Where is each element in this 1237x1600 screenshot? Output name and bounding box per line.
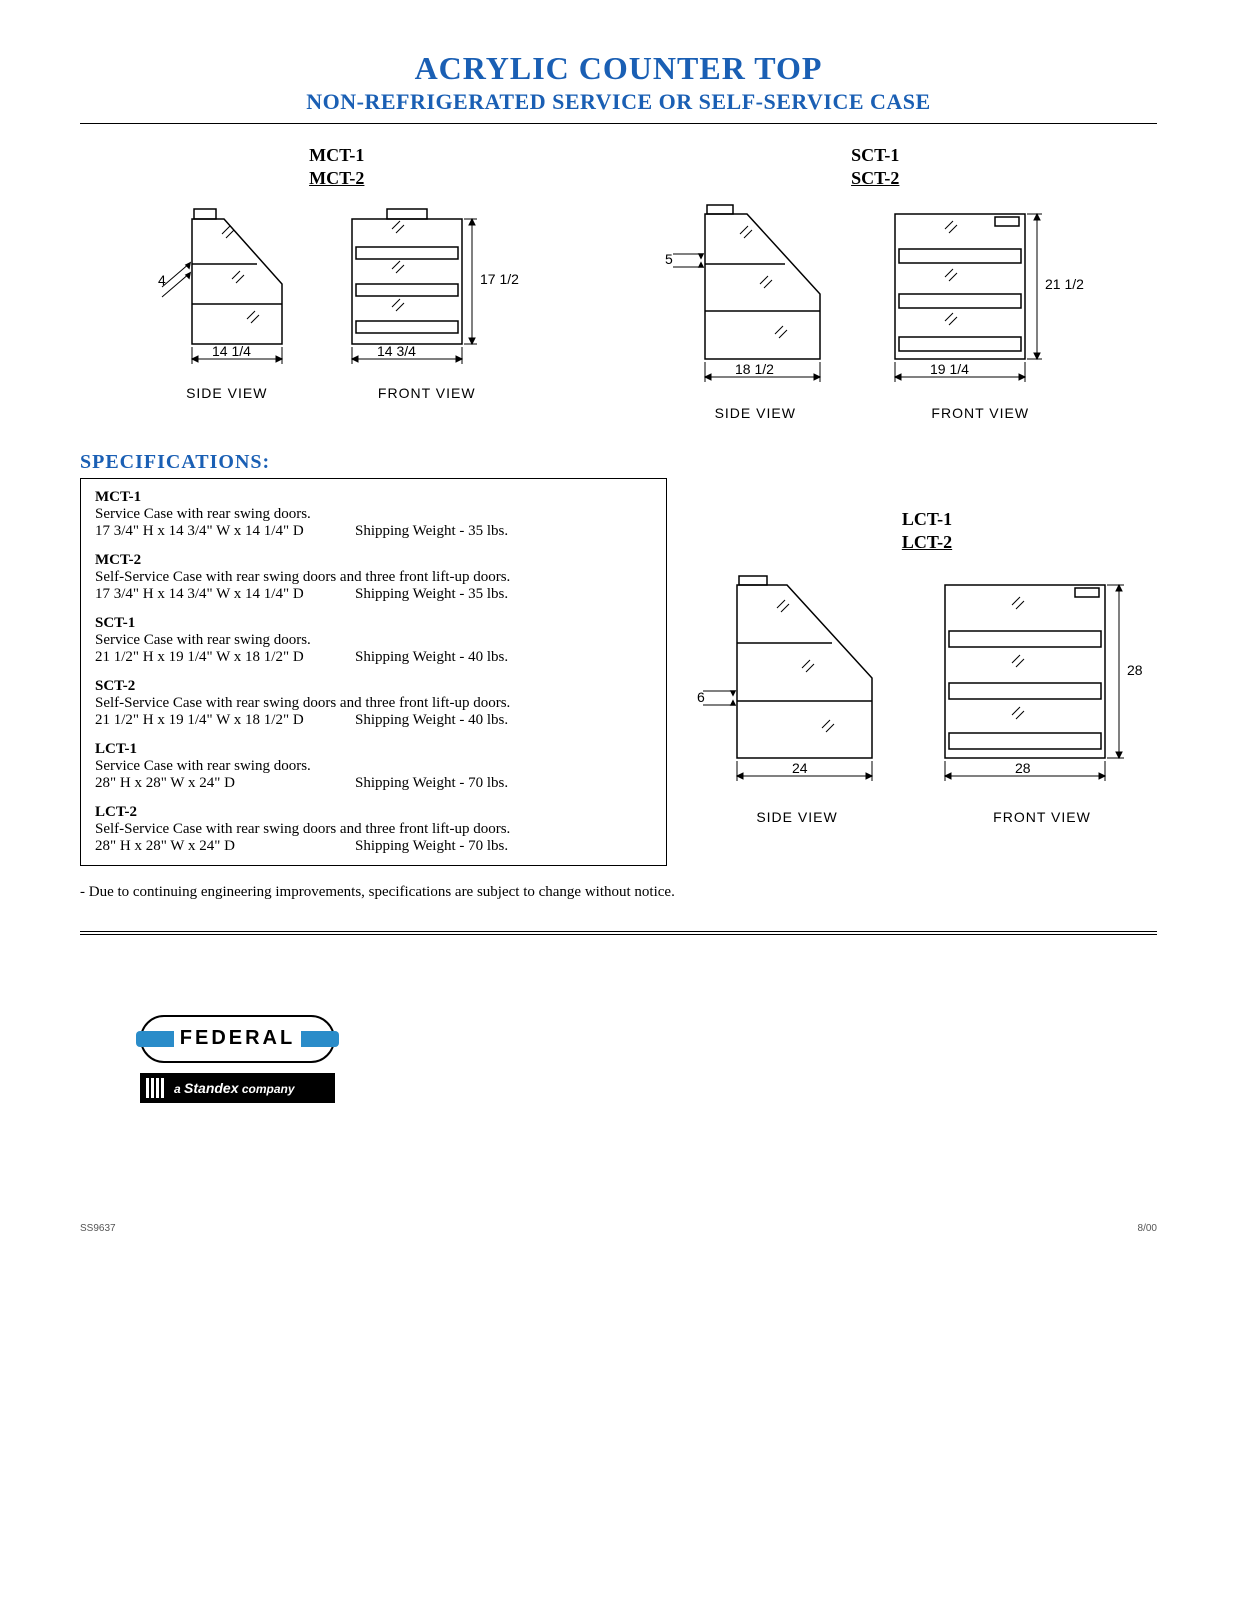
sct-front-label: FRONT VIEW <box>931 405 1029 421</box>
federal-logo-text: FEDERAL <box>174 1027 301 1050</box>
spec-box: MCT-1Service Case with rear swing doors.… <box>80 478 667 866</box>
spec-ship: Shipping Weight - 70 lbs. <box>355 838 508 855</box>
spec-dims: 28" H x 28" W x 24" D <box>95 838 355 855</box>
mct-front-svg: 17 1/2 14 3/4 <box>332 199 522 379</box>
spec-dims: 28" H x 28" W x 24" D <box>95 775 355 792</box>
spec-desc: Self-Service Case with rear swing doors … <box>95 695 652 712</box>
sct-label-2: SCT-2 <box>851 168 899 188</box>
spec-dims: 21 1/2" H x 19 1/4" W x 18 1/2" D <box>95 712 355 729</box>
lct-label-2: LCT-2 <box>902 532 952 552</box>
spec-item: LCT-1Service Case with rear swing doors.… <box>95 741 652 792</box>
mct-front-width: 14 3/4 <box>377 343 416 359</box>
mct-front-view: 17 1/2 14 3/4 FRONT VIEW <box>332 199 522 401</box>
mct-side-view: 4 14 1/4 SIDE VIEW <box>152 199 302 401</box>
spec-item: MCT-2Self-Service Case with rear swing d… <box>95 552 652 603</box>
standex-text: a Standex company <box>174 1080 295 1096</box>
lct-front-width: 28 <box>1015 760 1031 776</box>
mct-label-2: MCT-2 <box>309 168 364 188</box>
mid-section: MCT-1Service Case with rear swing doors.… <box>80 478 1157 866</box>
page-subtitle: NON-REFRIGERATED SERVICE OR SELF-SERVICE… <box>80 89 1157 115</box>
mct-height-dim: 17 1/2 <box>480 271 519 287</box>
spec-ship: Shipping Weight - 70 lbs. <box>355 775 508 792</box>
spec-item: MCT-1Service Case with rear swing doors.… <box>95 489 652 540</box>
spec-ship: Shipping Weight - 40 lbs. <box>355 649 508 666</box>
diagrams-top-row: MCT-1 MCT-2 <box>80 144 1157 421</box>
spec-model: SCT-2 <box>95 678 652 695</box>
federal-logo: FEDERAL <box>140 1015 335 1063</box>
spec-desc: Self-Service Case with rear swing doors … <box>95 569 652 586</box>
lct-labels: LCT-1 LCT-2 <box>902 508 952 555</box>
sct-front-svg: 21 1/2 19 1/4 <box>875 199 1085 399</box>
spec-dims: 21 1/2" H x 19 1/4" W x 18 1/2" D <box>95 649 355 666</box>
spec-item: SCT-1Service Case with rear swing doors.… <box>95 615 652 666</box>
spec-desc: Service Case with rear swing doors. <box>95 506 652 523</box>
change-notice: - Due to continuing engineering improvem… <box>80 884 1157 901</box>
lct-height-dim: 28 <box>1127 662 1143 678</box>
lct-label-1: LCT-1 <box>902 509 952 529</box>
sct-side-label: SIDE VIEW <box>715 405 796 421</box>
standex-logo: a Standex company <box>140 1073 335 1103</box>
header-rule <box>80 123 1157 124</box>
sct-side-view: 5 18 1/2 SIDE VIEW <box>665 199 845 421</box>
mct-front-label: FRONT VIEW <box>378 385 476 401</box>
mct-labels: MCT-1 MCT-2 <box>309 144 364 191</box>
mct-diagram-group: MCT-1 MCT-2 <box>152 144 522 421</box>
lct-front-label: FRONT VIEW <box>993 809 1091 825</box>
lct-front-view: 28 28 FRONT VIEW <box>927 573 1157 825</box>
lct-front-svg: 28 28 <box>927 573 1157 803</box>
spec-item: LCT-2Self-Service Case with rear swing d… <box>95 804 652 855</box>
spec-model: LCT-1 <box>95 741 652 758</box>
standex-prefix: a <box>174 1082 181 1096</box>
footer-left: SS9637 <box>80 1223 116 1234</box>
sct-label-1: SCT-1 <box>851 145 899 165</box>
spec-dims: 17 3/4" H x 14 3/4" W x 14 1/4" D <box>95 523 355 540</box>
sct-side-svg: 5 18 1/2 <box>665 199 845 399</box>
page-title: ACRYLIC COUNTER TOP <box>80 50 1157 87</box>
spec-desc: Self-Service Case with rear swing doors … <box>95 821 652 838</box>
mct-side-svg: 4 14 1/4 <box>152 199 302 379</box>
sct-labels: SCT-1 SCT-2 <box>851 144 899 191</box>
logos-block: FEDERAL a Standex company <box>140 1015 1157 1103</box>
footer-right: 8/00 <box>1138 1223 1157 1234</box>
page-footer: SS9637 8/00 <box>80 1223 1157 1234</box>
spec-ship: Shipping Weight - 40 lbs. <box>355 712 508 729</box>
spec-model: MCT-1 <box>95 489 652 506</box>
spec-item: SCT-2Self-Service Case with rear swing d… <box>95 678 652 729</box>
lct-side-width: 24 <box>792 760 808 776</box>
spec-model: MCT-2 <box>95 552 652 569</box>
mct-shelf-dim: 4 <box>158 272 166 288</box>
spec-model: SCT-1 <box>95 615 652 632</box>
sct-side-width: 18 1/2 <box>735 361 774 377</box>
spec-heading: SPECIFICATIONS: <box>80 451 1157 474</box>
mct-side-width: 14 1/4 <box>212 343 251 359</box>
lct-shelf-dim: 6 <box>697 689 705 705</box>
sct-front-view: 21 1/2 19 1/4 FRONT VIEW <box>875 199 1085 421</box>
standex-suffix: company <box>242 1082 295 1096</box>
spec-ship: Shipping Weight - 35 lbs. <box>355 586 508 603</box>
spec-ship: Shipping Weight - 35 lbs. <box>355 523 508 540</box>
spec-dims: 17 3/4" H x 14 3/4" W x 14 1/4" D <box>95 586 355 603</box>
standex-brand: Standex <box>184 1080 238 1096</box>
sct-diagram-group: SCT-1 SCT-2 <box>665 144 1085 421</box>
spec-desc: Service Case with rear swing doors. <box>95 632 652 649</box>
mct-label-1: MCT-1 <box>309 145 364 165</box>
sct-height-dim: 21 1/2 <box>1045 276 1084 292</box>
mct-side-label: SIDE VIEW <box>186 385 267 401</box>
spec-desc: Service Case with rear swing doors. <box>95 758 652 775</box>
lct-side-view: 6 24 SIDE VIEW <box>697 573 897 825</box>
lct-side-svg: 6 24 <box>697 573 897 803</box>
lct-side-label: SIDE VIEW <box>756 809 837 825</box>
footer-rule <box>80 931 1157 935</box>
sct-shelf-dim: 5 <box>665 251 673 267</box>
spec-model: LCT-2 <box>95 804 652 821</box>
sct-front-width: 19 1/4 <box>930 361 969 377</box>
